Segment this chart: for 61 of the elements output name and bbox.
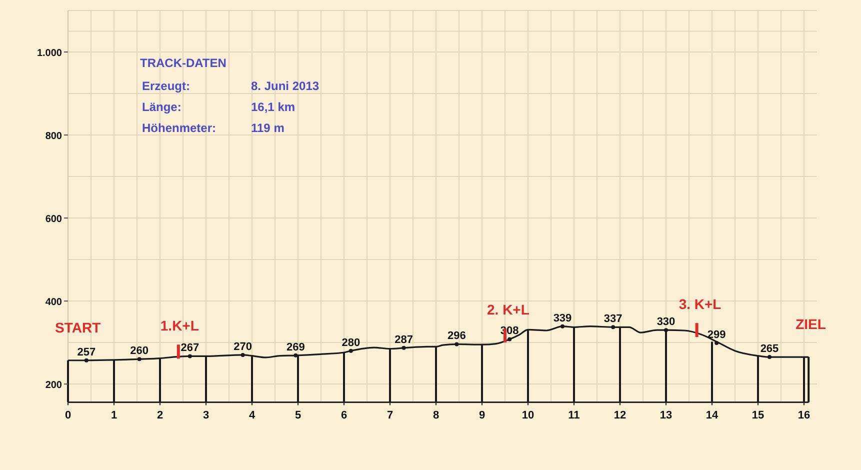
x-tick-label: 1 xyxy=(110,409,118,422)
point xyxy=(611,325,616,330)
annotation: Länge: xyxy=(142,100,182,114)
y-tick-label: 400 xyxy=(45,297,62,308)
point xyxy=(454,342,459,346)
point xyxy=(240,352,245,357)
data-label: 330 xyxy=(656,316,676,328)
y-tick-label: 1.000 xyxy=(36,48,62,60)
y-tick-label: 200 xyxy=(45,380,62,392)
point xyxy=(137,357,142,362)
annotation: START xyxy=(55,319,102,336)
point xyxy=(188,354,192,358)
annotation: 1.K+L xyxy=(160,318,200,334)
data-label: 257 xyxy=(77,346,96,358)
annotation: ZIEL xyxy=(796,316,826,332)
point xyxy=(560,324,564,328)
x-tick-label: 16 xyxy=(798,409,810,422)
y-tick-label: 600 xyxy=(45,214,62,226)
x-tick-label: 0 xyxy=(64,409,72,422)
annotation: 3. K+L xyxy=(678,296,722,312)
data-label: 269 xyxy=(286,341,305,354)
data-label: 280 xyxy=(342,336,360,349)
data-label: 339 xyxy=(553,312,572,324)
x-tick-label: 15 xyxy=(752,409,764,422)
data-label: 287 xyxy=(394,334,413,346)
x-tick-label: 4 xyxy=(248,409,256,422)
x-tick-label: 11 xyxy=(568,409,580,422)
y-tick-label: 800 xyxy=(45,131,62,142)
point xyxy=(664,328,668,332)
x-tick-label: 14 xyxy=(706,409,719,422)
point xyxy=(294,353,298,358)
annotation: 16,1 km xyxy=(251,100,296,114)
point xyxy=(402,346,406,350)
annotation: 8. Juni 2013 xyxy=(251,79,320,93)
x-tick-label: 13 xyxy=(660,409,672,422)
annotation: Erzeugt: xyxy=(142,79,190,93)
data-label: 296 xyxy=(448,330,466,342)
data-label: 299 xyxy=(707,328,726,341)
x-tick-label: 10 xyxy=(522,409,534,422)
point xyxy=(768,355,772,360)
x-tick-label: 12 xyxy=(614,409,626,422)
annotation: Höhenmeter: xyxy=(142,121,216,135)
data-label: 265 xyxy=(760,343,779,356)
x-tick-label: 6 xyxy=(340,409,348,422)
point xyxy=(84,358,88,362)
x-tick-label: 2 xyxy=(156,409,164,422)
point xyxy=(348,348,353,353)
data-label: 337 xyxy=(604,313,622,326)
data-label: 270 xyxy=(234,340,252,353)
x-tick-label: 8 xyxy=(432,409,440,422)
point xyxy=(508,337,512,342)
x-tick-label: 9 xyxy=(478,409,486,422)
data-label: 260 xyxy=(130,345,148,358)
point xyxy=(714,340,719,345)
annotation: 2. K+L xyxy=(487,301,530,318)
text: TRACK-DATEN xyxy=(140,56,226,70)
x-tick-label: 3 xyxy=(202,409,210,422)
data-label: 267 xyxy=(180,342,200,354)
x-tick-label: 5 xyxy=(294,409,302,422)
annotation: 119 m xyxy=(251,121,284,135)
x-tick-label: 7 xyxy=(386,409,394,422)
